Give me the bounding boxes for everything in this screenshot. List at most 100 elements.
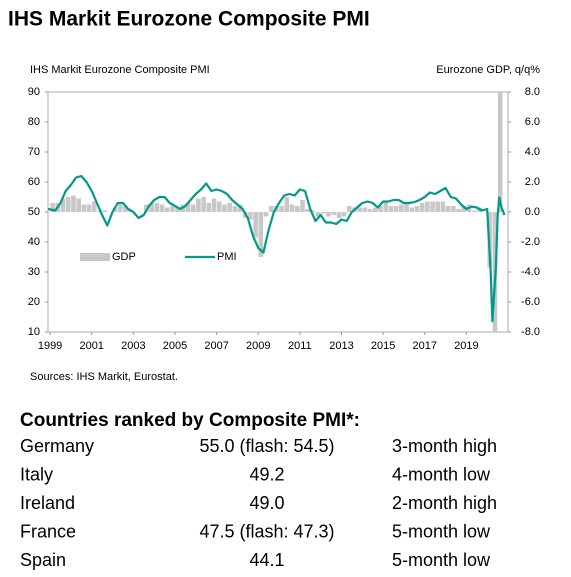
x-tick-label: 2007 (204, 340, 228, 352)
y-tick-label: 50 (28, 206, 40, 218)
note: 4-month low (392, 464, 491, 484)
country: France (20, 521, 76, 541)
y-tick-label: 30 (28, 266, 40, 278)
gdp-bar (440, 201, 446, 212)
page-title: IHS Markit Eurozone Composite PMI (8, 8, 370, 31)
gdp-bar (279, 206, 284, 212)
x-tick-label: 1999 (38, 340, 62, 352)
x-tick-label: 2015 (371, 340, 395, 352)
gdp-bar (341, 212, 347, 217)
country: Spain (20, 550, 66, 570)
note: 5-month low (392, 521, 491, 541)
x-tick-label: 2009 (246, 340, 270, 352)
y-tick-label: 60 (28, 176, 40, 188)
gdp-bar (409, 207, 415, 212)
y2-tick-label: -8.0 (521, 326, 540, 338)
gdp-bar (451, 206, 456, 212)
x-tick-label: 2013 (329, 340, 353, 352)
pmi-value: 49.0 (249, 493, 284, 513)
gdp-bar (258, 212, 264, 257)
pmi-value: 49.2 (249, 464, 284, 484)
gdp-bar (154, 203, 160, 212)
gdp-bar (388, 206, 394, 212)
y-tick-label: 40 (28, 236, 40, 248)
y2-tick-label: -4.0 (521, 266, 540, 278)
y2-tick-label: 8.0 (525, 86, 540, 98)
country: Ireland (20, 493, 75, 513)
pmi-line (48, 174, 506, 323)
gdp-bar (149, 203, 154, 212)
gdp-bar (164, 207, 170, 212)
source: Sources: IHS Markit, Eurostat. (30, 371, 178, 383)
gdp-bar (248, 212, 253, 220)
gdp-bar (144, 204, 149, 212)
gdp-bar (170, 206, 175, 212)
gdp-bar (367, 209, 373, 212)
y2-tick-label: 6.0 (525, 116, 540, 128)
gdp-bar (399, 204, 404, 212)
gdp-bar (76, 198, 82, 212)
gdp-bar (425, 201, 430, 212)
legend-label: GDP (112, 251, 136, 263)
gdp-bar (289, 204, 295, 212)
x-tick-label: 2011 (288, 340, 312, 352)
legend-swatch (80, 253, 110, 261)
gdp-bar (471, 210, 477, 212)
gdp-bar (326, 212, 331, 217)
y-tick-label: 90 (28, 86, 40, 98)
gdp-bar (305, 209, 310, 212)
gdp-bar (435, 201, 441, 212)
legend-label: PMI (217, 251, 237, 263)
left-axis-label: IHS Markit Eurozone Composite PMI (30, 64, 210, 76)
table: Germany 55.0 (flash: 54.5) 3-month high Ita… (20, 436, 497, 570)
gdp-bar (81, 204, 87, 212)
y2-tick-label: -6.0 (521, 296, 540, 308)
gdp-bar (373, 207, 378, 212)
plot-area (48, 92, 506, 332)
gdp-bar (159, 204, 165, 212)
gdp-bar (294, 206, 300, 212)
gdp-bar (237, 204, 243, 212)
gdp-bar (112, 207, 118, 212)
gdp-bar (414, 206, 420, 212)
gdp-bar (175, 207, 180, 212)
gdp-bar (71, 195, 76, 212)
country: Germany (20, 436, 94, 456)
gdp-bar (284, 197, 290, 212)
y-tick-label: 20 (28, 296, 40, 308)
gdp-bar (336, 212, 342, 218)
y-tick-label: 10 (28, 326, 40, 338)
gdp-bar (227, 203, 232, 212)
x-tick-label: 2019 (454, 340, 478, 352)
x-tick-label: 2017 (412, 340, 436, 352)
gdp-bar (190, 204, 196, 212)
right-axis-label: Eurozone GDP, q/q% (436, 64, 540, 76)
pmi-value: 44.1 (249, 550, 284, 570)
note: 5-month low (392, 550, 491, 570)
gdp-bar (102, 210, 108, 212)
gdp-bar (300, 200, 305, 212)
y-tick-label: 80 (28, 116, 40, 128)
y2-tick-label: -2.0 (521, 236, 540, 248)
gdp-bar (86, 204, 92, 212)
x-tick-label: 2005 (163, 340, 187, 352)
gdp-bar (331, 212, 336, 215)
gdp-bar (445, 206, 451, 212)
gdp-bar (378, 206, 383, 212)
table-title: Countries ranked by Composite PMI*: (20, 410, 360, 431)
y2-tick-label: 0.0 (525, 206, 540, 218)
x-tick-label: 2003 (121, 340, 145, 352)
gdp-bar (310, 210, 316, 212)
gdp-bar (196, 198, 201, 212)
note: 2-month high (392, 493, 497, 513)
gdp-bar (65, 197, 71, 212)
gdp-bar (185, 203, 191, 212)
gdp-bar (393, 206, 399, 212)
gdp-bar (346, 206, 352, 212)
y2-tick-label: 2.0 (525, 176, 540, 188)
gdp-bar (263, 212, 269, 217)
pmi-value: 47.5 (flash: 47.3) (199, 521, 334, 541)
y2-tick-label: 4.0 (525, 146, 540, 158)
gdp-bar (357, 207, 362, 212)
